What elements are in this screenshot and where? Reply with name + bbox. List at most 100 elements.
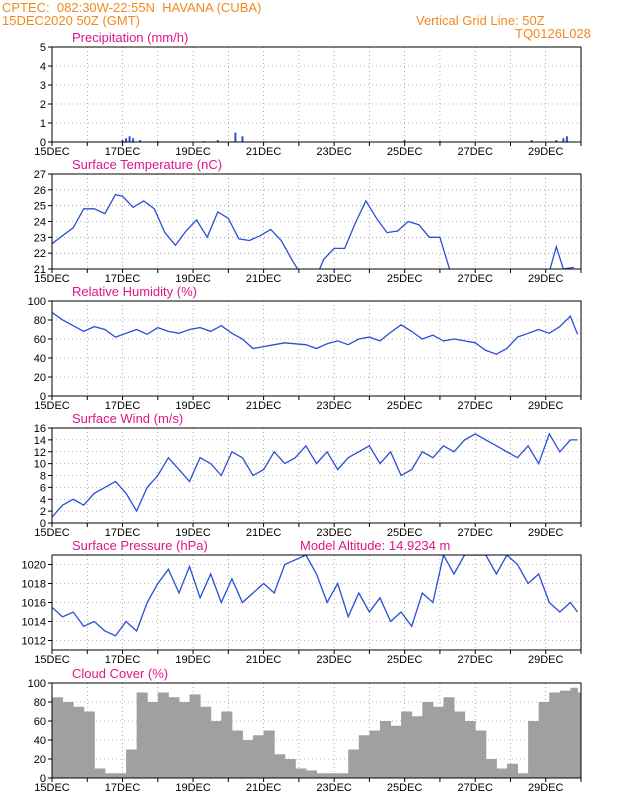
y-tick-label: 40 xyxy=(34,353,46,365)
cloud-bar xyxy=(528,721,540,778)
x-tick-label: 25DEC xyxy=(387,400,423,412)
cloud-bar xyxy=(94,768,106,778)
y-tick-label: 24 xyxy=(34,217,46,229)
y-tick-label: 1012 xyxy=(22,636,46,648)
x-tick-label: 15DEC xyxy=(34,654,70,666)
panel-frame xyxy=(51,46,582,143)
precip-bar xyxy=(241,136,244,142)
cloud-bar xyxy=(422,702,434,778)
panel-frame xyxy=(51,554,582,651)
cloud-bar xyxy=(136,692,148,778)
y-tick-label: 6 xyxy=(40,482,46,494)
y-tick-label: 5 xyxy=(40,42,46,54)
y-tick-label: 1014 xyxy=(22,617,46,629)
panel-frame xyxy=(51,427,582,524)
panel-title: Cloud Cover (%) xyxy=(72,666,168,681)
cloud-bar xyxy=(104,773,116,778)
precip-bar xyxy=(234,132,237,142)
x-tick-label: 17DEC xyxy=(105,273,141,285)
cloud-bar xyxy=(496,768,508,778)
precip-bar xyxy=(565,136,568,142)
cloud-bar xyxy=(348,749,360,778)
x-tick-label: 21DEC xyxy=(246,146,282,158)
cloud-bar xyxy=(337,773,349,778)
cloud-bar xyxy=(62,702,74,778)
cloud-bar xyxy=(577,692,582,778)
x-tick-label: 17DEC xyxy=(105,654,141,666)
header-line1-right: Vertical Grid Line: 50Z xyxy=(416,13,545,28)
x-tick-label: 25DEC xyxy=(387,654,423,666)
cloud-bar xyxy=(231,730,243,778)
cloud-bar xyxy=(168,697,180,778)
y-tick-label: 80 xyxy=(34,697,46,709)
y-tick-label: 4 xyxy=(40,61,46,73)
cloud-bar xyxy=(316,773,328,778)
x-tick-label: 17DEC xyxy=(105,400,141,412)
cloud-bar xyxy=(443,697,455,778)
x-tick-label: 29DEC xyxy=(528,400,564,412)
x-tick-label: 23DEC xyxy=(316,654,352,666)
header-line1-left: CPTEC: 082:30W-22:55N HAVANA (CUBA) xyxy=(2,0,262,15)
cloud-bar xyxy=(432,706,444,778)
precip-bar xyxy=(125,138,128,142)
y-tick-label: 60 xyxy=(34,716,46,728)
x-tick-label: 21DEC xyxy=(246,654,282,666)
x-tick-label: 29DEC xyxy=(528,273,564,285)
x-tick-label: 25DEC xyxy=(387,146,423,158)
cloud-bar xyxy=(401,711,413,778)
x-tick-label: 29DEC xyxy=(528,527,564,539)
y-tick-label: 100 xyxy=(28,678,46,690)
precip-bar xyxy=(139,140,142,142)
cloud-bar xyxy=(506,763,519,778)
y-tick-label: 10 xyxy=(34,459,46,471)
y-tick-label: 20 xyxy=(34,372,46,384)
cloud-bar xyxy=(295,768,307,778)
x-tick-label: 21DEC xyxy=(246,782,282,794)
series-line xyxy=(52,432,578,518)
precip-bar xyxy=(555,140,558,142)
y-tick-label: 12 xyxy=(34,447,46,459)
x-tick-label: 19DEC xyxy=(175,782,211,794)
cloud-bar xyxy=(538,702,550,778)
y-tick-label: 27 xyxy=(34,169,46,181)
x-tick-label: 29DEC xyxy=(528,654,564,666)
cloud-bar xyxy=(73,706,85,778)
cloud-bar xyxy=(221,711,233,778)
y-tick-label: 0 xyxy=(40,773,46,785)
x-tick-label: 27DEC xyxy=(457,782,493,794)
y-tick-label: 80 xyxy=(34,315,46,327)
panel-title: Surface Temperature (nC) xyxy=(72,157,222,172)
y-tick-label: 20 xyxy=(34,754,46,766)
x-tick-label: 21DEC xyxy=(246,527,282,539)
series-line xyxy=(52,555,579,637)
panel-title: Surface Wind (m/s) xyxy=(72,411,183,426)
cloud-bar xyxy=(210,721,222,778)
header-line2-left: 15DEC2020 50Z (GMT) xyxy=(2,13,140,28)
x-tick-label: 29DEC xyxy=(528,782,564,794)
series-line xyxy=(52,311,579,355)
x-tick-label: 15DEC xyxy=(34,400,70,412)
cloud-bar xyxy=(242,740,254,778)
x-tick-label: 21DEC xyxy=(246,400,282,412)
x-tick-label: 27DEC xyxy=(457,273,493,285)
cloud-bar xyxy=(369,730,381,778)
cloud-bar xyxy=(263,730,275,778)
cloud-bar xyxy=(559,690,571,778)
series-line xyxy=(52,193,574,269)
x-tick-label: 15DEC xyxy=(34,146,70,158)
panel-frame xyxy=(51,173,582,270)
cloud-bar xyxy=(379,721,392,778)
x-tick-label: 23DEC xyxy=(316,782,352,794)
cloud-bar xyxy=(517,773,529,778)
y-tick-label: 0 xyxy=(40,518,46,530)
cloud-bar xyxy=(464,721,476,778)
cloud-bar xyxy=(147,702,159,778)
cloud-bar xyxy=(570,687,578,778)
y-tick-label: 21 xyxy=(34,264,46,276)
precip-bar xyxy=(403,140,406,142)
y-tick-label: 1016 xyxy=(22,598,46,610)
cloud-bar xyxy=(115,773,127,778)
y-tick-label: 100 xyxy=(28,296,46,308)
x-tick-label: 15DEC xyxy=(34,782,70,794)
y-tick-label: 0 xyxy=(40,137,46,149)
